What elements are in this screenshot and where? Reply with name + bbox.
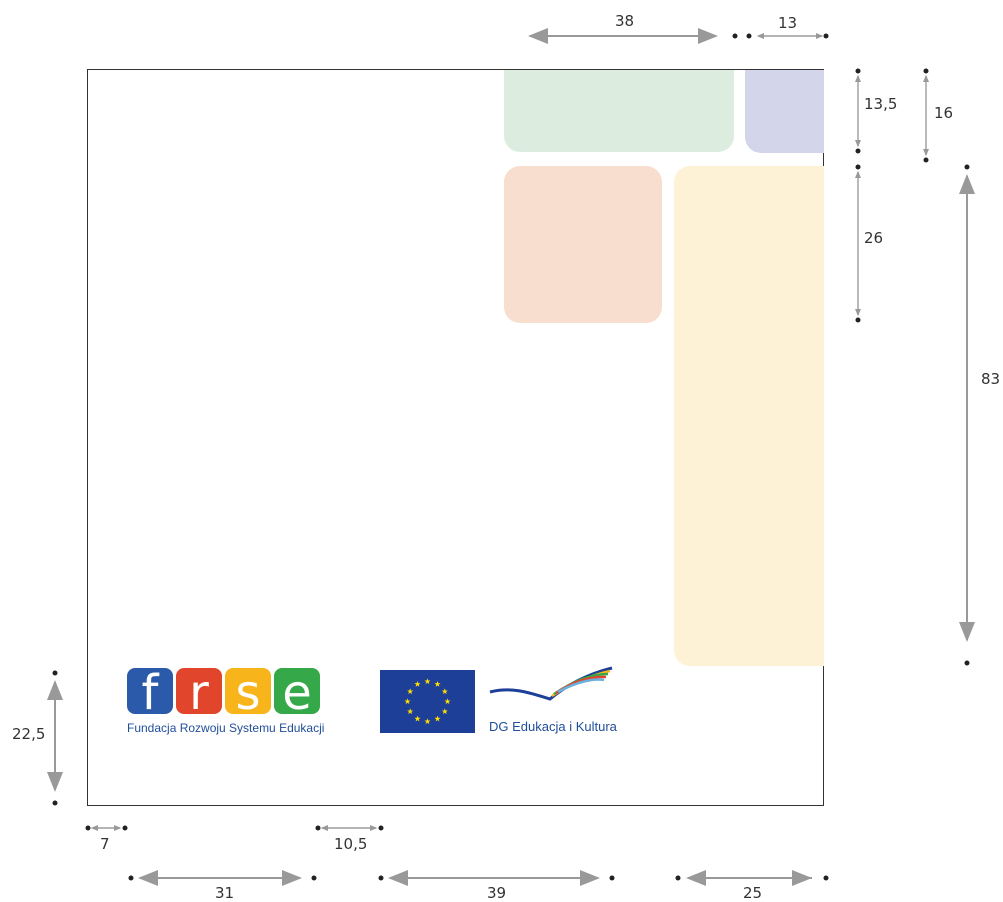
dim-label-38: 38 [615,12,635,30]
dim-label-31: 31 [215,884,235,902]
svg-text:f: f [142,668,160,718]
eu-star [414,680,421,687]
eu-star [424,718,431,725]
dim-label-7: 7 [100,835,110,853]
dim-label-13-5: 13,5 [864,95,898,113]
dim-label-39: 39 [487,884,507,902]
eu-star [441,688,448,695]
dim-label-83: 83 [981,370,1001,388]
svg-text:e: e [282,668,312,718]
dim-label-16: 16 [934,104,954,122]
frse-caption: Fundacja Rozwoju Systemu Edukacji [127,721,325,735]
dim-label-26: 26 [864,229,884,247]
dim-label-10-5: 10,5 [334,835,368,853]
dg-caption: DG Edukacja i Kultura [489,719,617,734]
orange-block [504,166,662,323]
eu-star [424,678,431,685]
yellow-block [674,166,824,666]
purple-block [745,70,824,153]
eu-star [444,698,451,705]
green-block [504,70,734,152]
frse-logo: f r s e [127,668,320,718]
eu-star [441,708,448,715]
dim-label-13: 13 [778,14,798,32]
svg-text:r: r [189,668,209,718]
eu-star [407,708,414,715]
dg-swoosh-logo [489,666,613,701]
eu-star [407,688,414,695]
svg-text:s: s [235,668,260,718]
eu-star [404,698,411,705]
dim-label-25: 25 [743,884,763,902]
eu-flag [380,670,475,733]
eu-star [434,715,441,722]
eu-star [414,715,421,722]
eu-star [434,680,441,687]
dim-label-22-5: 22,5 [12,725,46,743]
